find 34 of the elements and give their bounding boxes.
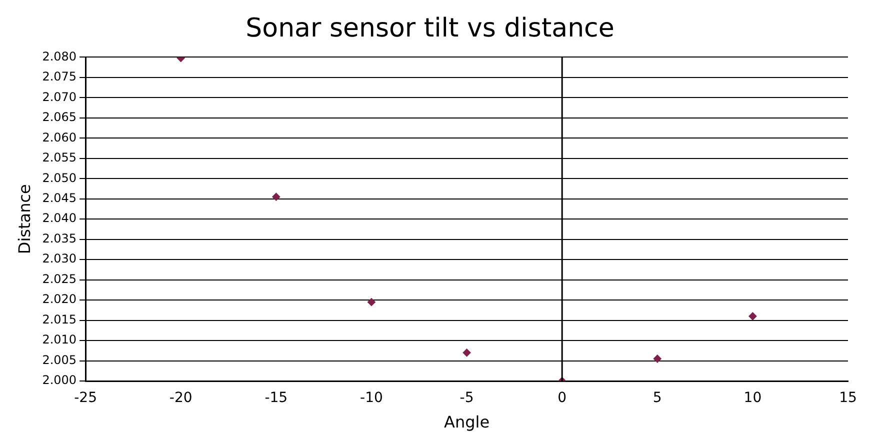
x-tick-label: -10 (360, 390, 383, 406)
x-tick-label: -20 (169, 390, 192, 406)
y-tick-label: 2.030 (42, 252, 77, 266)
y-tick-label: 2.080 (42, 49, 77, 64)
y-tick-label: 2.040 (42, 211, 77, 226)
point (462, 348, 471, 357)
y-tick-label: 2.020 (42, 292, 77, 306)
y-tick-label: 2.075 (42, 70, 77, 84)
x-tick-label: 5 (652, 390, 662, 406)
x-tick-label: 10 (744, 390, 762, 406)
y-tick-label: 2.065 (42, 110, 77, 124)
y-tick-label: 2.060 (42, 130, 77, 144)
y-tick-label: 2.045 (42, 190, 77, 205)
x-tick-label: -25 (74, 390, 97, 406)
y-tick-label: 2.010 (42, 332, 77, 347)
x-axis-title: Angle (444, 412, 490, 432)
y-tick-label: 2.050 (42, 170, 77, 185)
y-tick-label: 2.000 (42, 373, 77, 388)
x-tick-label: -15 (264, 390, 288, 406)
point (653, 354, 662, 363)
chart-title: Sonar sensor tilt vs distance (246, 13, 614, 44)
x-tick-label: -5 (460, 390, 474, 406)
y-tick-label: 2.025 (42, 272, 77, 286)
y-tick-label: 2.035 (42, 231, 77, 246)
point (367, 298, 376, 306)
y-tick-label: 2.015 (42, 312, 77, 326)
y-axis-title: Distance (14, 184, 34, 254)
x-tick-label: 0 (558, 390, 567, 406)
y-tick-label: 2.055 (42, 150, 77, 165)
x-tick-label: 15 (839, 390, 857, 406)
y-tick-label: 2.070 (42, 90, 77, 104)
point (272, 192, 280, 201)
point (748, 312, 757, 320)
y-tick-label: 2.005 (42, 352, 77, 367)
